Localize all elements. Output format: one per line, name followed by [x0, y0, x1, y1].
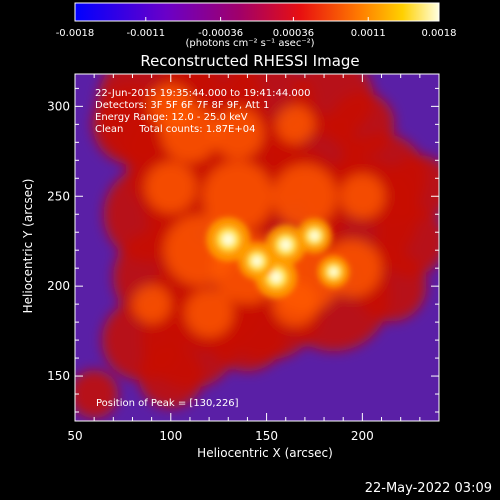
- emission-region: [185, 289, 234, 338]
- emission-region: [339, 173, 385, 219]
- x-tick-label: 50: [67, 429, 82, 443]
- chart-title: Reconstructed RHESSI Image: [140, 52, 360, 70]
- heatmap-plot: 50 100 150 200 150 200 250 300: [47, 73, 440, 443]
- colorbar: -0.0018 -0.0011 -0.00036 0.00036 0.0011 0.001…: [56, 2, 457, 39]
- colorbar-gradient: [74, 2, 440, 22]
- y-tick-label: 150: [47, 369, 70, 383]
- emission-region: [212, 107, 264, 159]
- x-tick-label: 200: [351, 429, 374, 443]
- y-tick-label: 250: [47, 189, 70, 203]
- colorbar-tick-label: -0.0018: [56, 28, 95, 39]
- x-tick-label: 100: [159, 429, 182, 443]
- y-tick-label: 200: [47, 279, 70, 293]
- emission-region: [148, 83, 194, 129]
- source-peak: [309, 231, 320, 241]
- emission-region: [132, 284, 171, 324]
- detectors-text: Detectors: 3F 5F 6F 7F 8F 9F, Att 1: [95, 100, 270, 111]
- plot-frame: [74, 73, 440, 422]
- colorbar-tick-label: 0.00036: [273, 28, 314, 39]
- emission-region: [387, 155, 439, 220]
- colorbar-unit: (photons cm⁻² s⁻¹ asec⁻²): [185, 38, 315, 49]
- energy-range-text: Energy Range: 12.0 - 25.0 keV: [95, 112, 248, 123]
- x-tick-label: 150: [255, 429, 278, 443]
- x-axis-label: Heliocentric X (arcsec): [197, 446, 333, 460]
- emission-region: [145, 161, 197, 213]
- peak-position-text: Position of Peak = [130,226]: [96, 398, 239, 409]
- source-peak: [280, 239, 292, 251]
- y-tick-label: 300: [47, 99, 70, 113]
- source-peak: [251, 255, 263, 267]
- colorbar-tick-label: -0.00036: [198, 28, 243, 39]
- emission-region: [330, 92, 395, 157]
- source-peak: [329, 267, 338, 277]
- clean-counts-text: Clean Total counts: 1.87E+04: [95, 124, 256, 135]
- emission-region: [138, 344, 203, 409]
- info-overlay: 22-Jun-2015 19:35:44.000 to 19:41:44.000…: [95, 88, 311, 136]
- colorbar-tick-label: -0.0011: [126, 28, 165, 39]
- colorbar-ticks: -0.0018 -0.0011 -0.00036 0.00036 0.0011 0.001…: [56, 17, 457, 39]
- footer-date: 22-May-2022 03:09: [364, 481, 492, 496]
- emission-region: [272, 164, 337, 229]
- axes: 50 100 150 200 150 200 250 300: [47, 74, 439, 443]
- source-peak: [222, 233, 235, 246]
- emission-region: [276, 105, 315, 144]
- emission-region: [75, 370, 119, 419]
- time-range-text: 22-Jun-2015 19:35:44.000 to 19:41:44.000: [95, 88, 311, 99]
- y-axis-label: Heliocentric Y (arcsec): [21, 178, 35, 314]
- colorbar-tick-label: 0.0018: [422, 28, 457, 39]
- colorbar-tick-label: 0.0011: [351, 28, 386, 39]
- emission-region: [202, 161, 274, 232]
- source-peak: [270, 271, 282, 283]
